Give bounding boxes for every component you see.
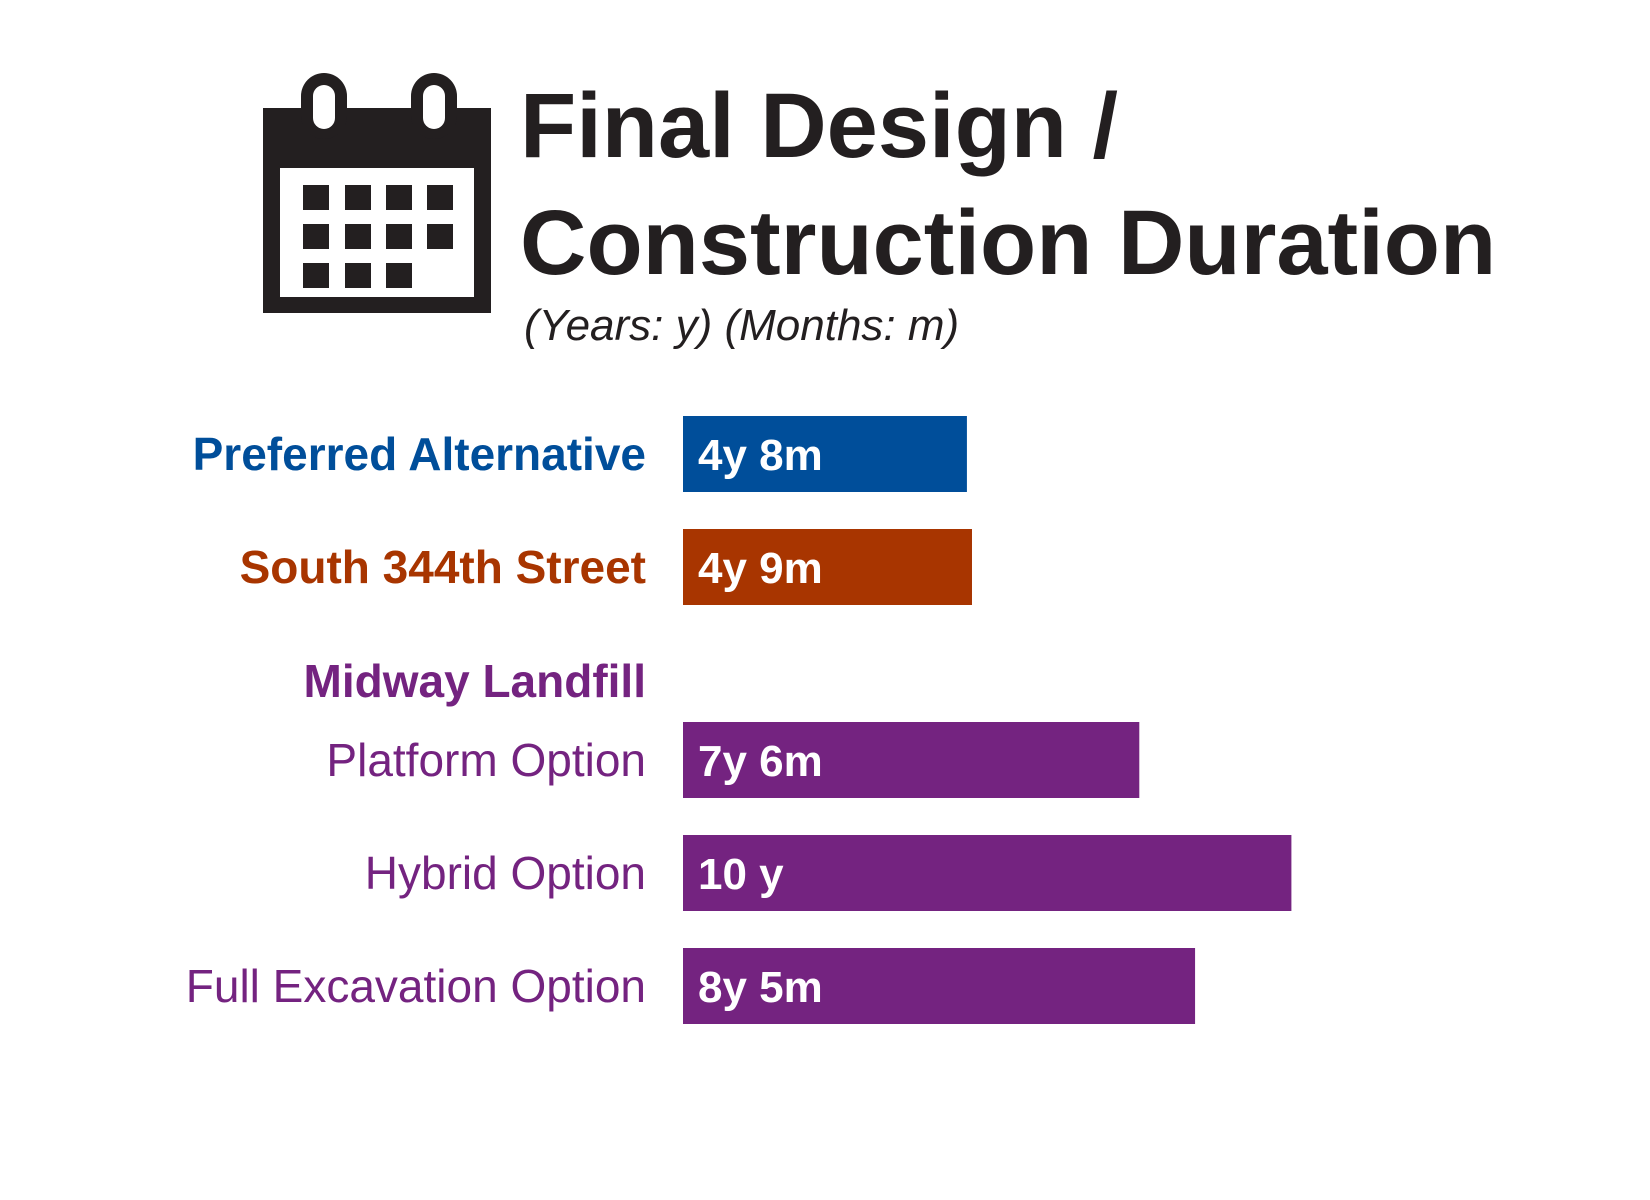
bar-4 (683, 948, 1196, 1024)
category-label-1: South 344th Street (240, 541, 646, 593)
category-label-0: Preferred Alternative (193, 428, 646, 480)
category-label-4: Full Excavation Option (186, 960, 646, 1012)
calendar-icon (263, 73, 491, 313)
category-label-3: Hybrid Option (365, 847, 646, 899)
chart-title-line-2: Construction Duration (520, 192, 1497, 294)
bar-3 (683, 835, 1292, 911)
bar-2 (683, 722, 1140, 798)
bar-0 (683, 416, 967, 492)
bar-1 (683, 529, 972, 605)
data-label-3: 10 y (698, 850, 784, 899)
data-label-0: 4y 8m (698, 431, 823, 480)
data-label-1: 4y 9m (698, 544, 823, 593)
chart-title-line-1: Final Design / (520, 75, 1119, 177)
group-heading-midway-landfill: Midway Landfill (304, 655, 646, 707)
data-label-2: 7y 6m (698, 737, 823, 786)
chart-subtitle: (Years: y) (Months: m) (524, 301, 960, 350)
category-label-2: Platform Option (326, 734, 646, 786)
data-label-4: 8y 5m (698, 963, 823, 1012)
